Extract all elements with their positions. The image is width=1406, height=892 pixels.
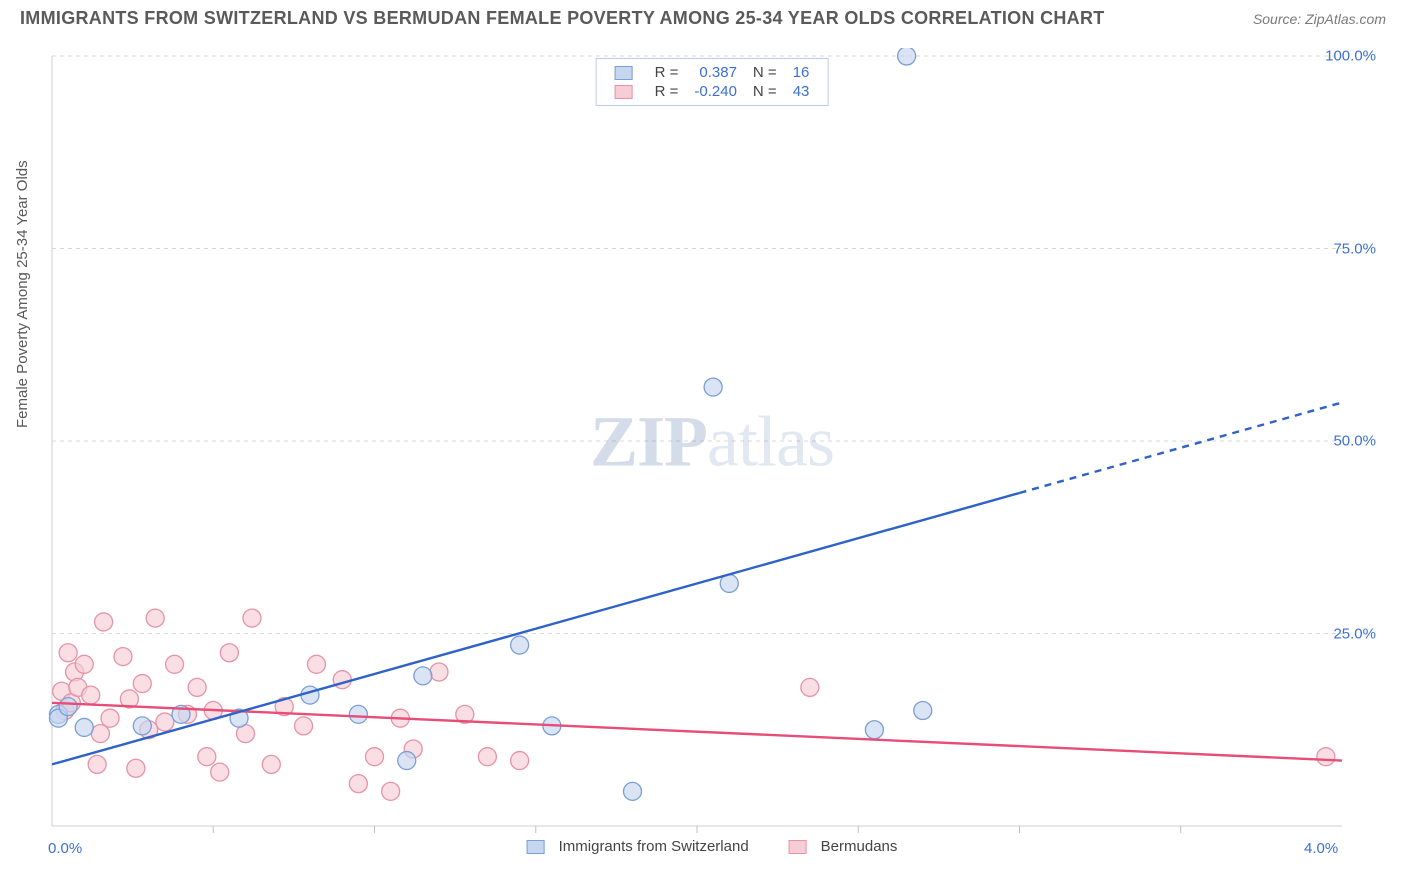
legend-item: Bermudans bbox=[789, 838, 898, 855]
x-tick-label: 0.0% bbox=[48, 840, 82, 857]
legend-swatch bbox=[789, 840, 807, 854]
legend-n-value: 43 bbox=[785, 82, 818, 101]
legend-swatch bbox=[527, 840, 545, 854]
legend-swatch bbox=[615, 85, 633, 99]
legend-item: Immigrants from Switzerland bbox=[527, 838, 749, 855]
legend-r-value: -0.240 bbox=[686, 82, 745, 101]
legend-r-value: 0.387 bbox=[686, 63, 745, 82]
y-tick-label: 100.0% bbox=[1325, 48, 1376, 65]
legend-label: Bermudans bbox=[821, 838, 898, 855]
y-tick-label: 75.0% bbox=[1333, 240, 1376, 257]
source-attribution: Source: ZipAtlas.com bbox=[1253, 11, 1386, 27]
chart-title: IMMIGRANTS FROM SWITZERLAND VS BERMUDAN … bbox=[20, 8, 1105, 29]
legend-label: Immigrants from Switzerland bbox=[559, 838, 749, 855]
y-tick-label: 25.0% bbox=[1333, 625, 1376, 642]
correlation-legend: R =0.387N =16R =-0.240N =43 bbox=[596, 58, 829, 106]
y-axis-label: Female Poverty Among 25-34 Year Olds bbox=[14, 160, 31, 428]
y-tick-label: 50.0% bbox=[1333, 433, 1376, 450]
scatter-plot bbox=[42, 48, 1382, 866]
series-legend: Immigrants from Switzerland Bermudans bbox=[527, 838, 898, 855]
chart-area: Female Poverty Among 25-34 Year Olds R =… bbox=[42, 48, 1382, 868]
legend-n-value: 16 bbox=[785, 63, 818, 82]
x-tick-label: 4.0% bbox=[1304, 840, 1338, 857]
legend-swatch bbox=[615, 66, 633, 80]
